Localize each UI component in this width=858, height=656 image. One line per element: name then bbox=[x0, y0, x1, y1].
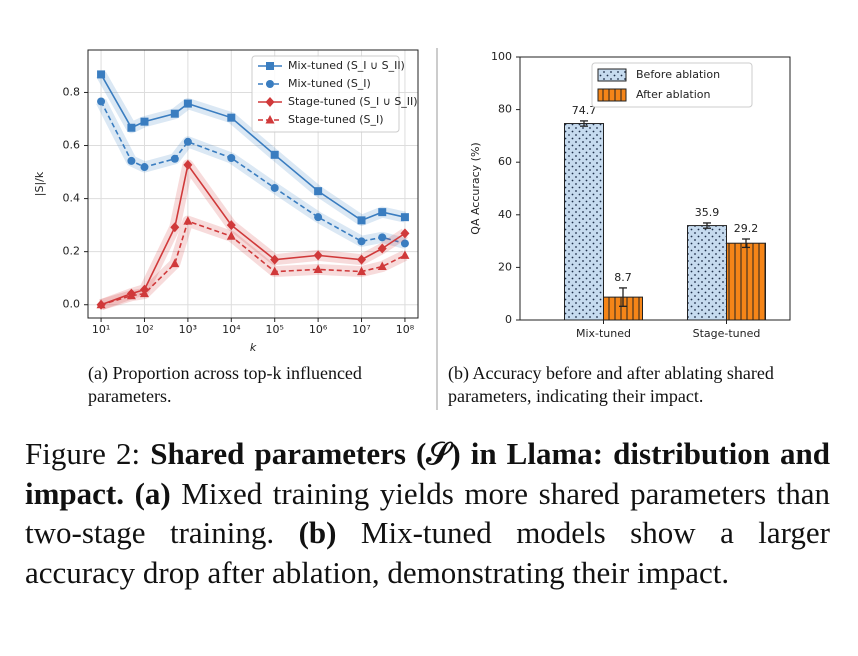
caption-a-label: (a) bbox=[134, 475, 171, 511]
marker bbox=[357, 254, 367, 265]
bar bbox=[564, 123, 604, 321]
marker bbox=[314, 187, 323, 196]
y-tick-label: 60 bbox=[498, 155, 512, 168]
value-label: 29.2 bbox=[734, 222, 759, 235]
value-label: 8.7 bbox=[614, 271, 632, 284]
legend-label: Before ablation bbox=[636, 68, 720, 81]
legend-marker bbox=[265, 115, 275, 124]
marker bbox=[400, 228, 410, 239]
caption-b: Mix-tuned models show a larger accuracy … bbox=[25, 515, 830, 590]
marker bbox=[183, 99, 192, 108]
y-tick-label: 100 bbox=[491, 50, 512, 63]
marker bbox=[226, 231, 236, 240]
marker bbox=[314, 213, 323, 222]
marker bbox=[227, 113, 236, 122]
marker bbox=[97, 97, 106, 106]
caption-b-label: (b) bbox=[298, 515, 337, 550]
marker bbox=[170, 258, 180, 268]
x-tick-label: Mix-tuned bbox=[576, 327, 631, 340]
marker bbox=[270, 266, 280, 276]
marker bbox=[313, 250, 323, 261]
y-tick-label: 0.2 bbox=[63, 245, 81, 258]
marker bbox=[170, 154, 179, 163]
legend-label: Stage-tuned (S_I ∪ S_II) bbox=[288, 95, 418, 108]
y-tick-label: 40 bbox=[498, 208, 512, 221]
marker bbox=[140, 163, 149, 172]
marker bbox=[357, 216, 366, 225]
caption-label: Figure 2: bbox=[25, 436, 151, 471]
value-label: 74.7 bbox=[572, 104, 597, 117]
marker bbox=[377, 243, 387, 254]
bar bbox=[687, 225, 727, 321]
x-tick-label: 10¹ bbox=[92, 323, 110, 336]
legend-label: Mix-tuned (S_I) bbox=[288, 77, 371, 90]
legend-swatch bbox=[597, 68, 627, 82]
marker bbox=[97, 70, 106, 79]
marker bbox=[226, 220, 236, 231]
legend-label: Stage-tuned (S_I) bbox=[288, 113, 384, 126]
legend-box bbox=[251, 55, 400, 133]
y-tick-label: 20 bbox=[498, 260, 512, 273]
marker bbox=[400, 250, 410, 259]
marker bbox=[378, 233, 387, 242]
marker bbox=[270, 150, 279, 159]
marker bbox=[270, 183, 279, 192]
marker bbox=[140, 117, 149, 126]
x-tick-label: 10⁵ bbox=[265, 323, 283, 336]
caption-title: Shared parameters (𝒮) in Llama: distribu… bbox=[25, 436, 830, 511]
legend-box bbox=[591, 62, 753, 108]
value-label: 35.9 bbox=[695, 206, 720, 219]
legend-marker bbox=[266, 62, 274, 70]
marker bbox=[357, 237, 366, 246]
marker bbox=[183, 159, 193, 170]
marker bbox=[170, 109, 179, 118]
y-tick-label: 0 bbox=[505, 313, 512, 326]
legend-marker bbox=[266, 80, 274, 88]
x-tick-label: 10⁴ bbox=[222, 323, 241, 336]
legend-marker bbox=[265, 97, 275, 107]
marker bbox=[127, 156, 136, 165]
marker bbox=[127, 123, 136, 132]
y-tick-label: 0.6 bbox=[63, 139, 81, 152]
y-axis-label: QA Accuracy (%) bbox=[469, 142, 482, 234]
figure-caption: Figure 2: Shared parameters (𝒮) in Llama… bbox=[25, 434, 830, 592]
y-axis-label: |S|/k bbox=[33, 171, 46, 196]
marker bbox=[400, 213, 409, 222]
marker bbox=[400, 239, 409, 248]
marker bbox=[377, 261, 387, 271]
marker bbox=[139, 288, 149, 298]
marker bbox=[270, 254, 280, 265]
marker bbox=[183, 216, 193, 225]
x-tick-label: 10⁶ bbox=[309, 323, 328, 336]
legend-label: Mix-tuned (S_I ∪ S_II) bbox=[288, 59, 405, 72]
marker bbox=[96, 299, 106, 309]
marker bbox=[378, 208, 387, 217]
legend-swatch bbox=[597, 88, 627, 102]
y-tick-label: 0.0 bbox=[63, 298, 81, 311]
subcaption-b: (b) Accuracy before and after ablating s… bbox=[448, 363, 774, 406]
marker bbox=[170, 222, 180, 233]
marker bbox=[183, 137, 192, 146]
x-axis-label: k bbox=[250, 341, 257, 354]
x-tick-label: 10⁷ bbox=[352, 323, 370, 336]
plot-frame bbox=[519, 56, 791, 321]
marker bbox=[227, 153, 236, 162]
bar bbox=[726, 242, 766, 321]
y-tick-label: 80 bbox=[498, 103, 512, 116]
plot-frame bbox=[87, 49, 419, 319]
y-tick-label: 0.4 bbox=[63, 192, 81, 205]
x-tick-label: 10⁸ bbox=[396, 323, 415, 336]
subcaption-a: (a) Proportion across top-k influenced p… bbox=[88, 363, 362, 406]
legend-label: After ablation bbox=[636, 88, 711, 101]
charts: 0.0 0.2 0.4 0.6 0.8 10¹ 10² 10³ 10⁴ 10⁵ 10⁶ 10⁷ 10⁸ k… bbox=[33, 48, 791, 410]
y-tick-label: 0.8 bbox=[63, 85, 81, 98]
x-tick-label: 10² bbox=[135, 323, 153, 336]
marker bbox=[357, 266, 367, 276]
caption-a: Mixed training yields more shared parame… bbox=[25, 475, 830, 551]
x-tick-label: Stage-tuned bbox=[693, 327, 761, 340]
x-tick-label: 10³ bbox=[179, 323, 197, 336]
marker bbox=[313, 264, 323, 273]
marker bbox=[126, 290, 136, 300]
